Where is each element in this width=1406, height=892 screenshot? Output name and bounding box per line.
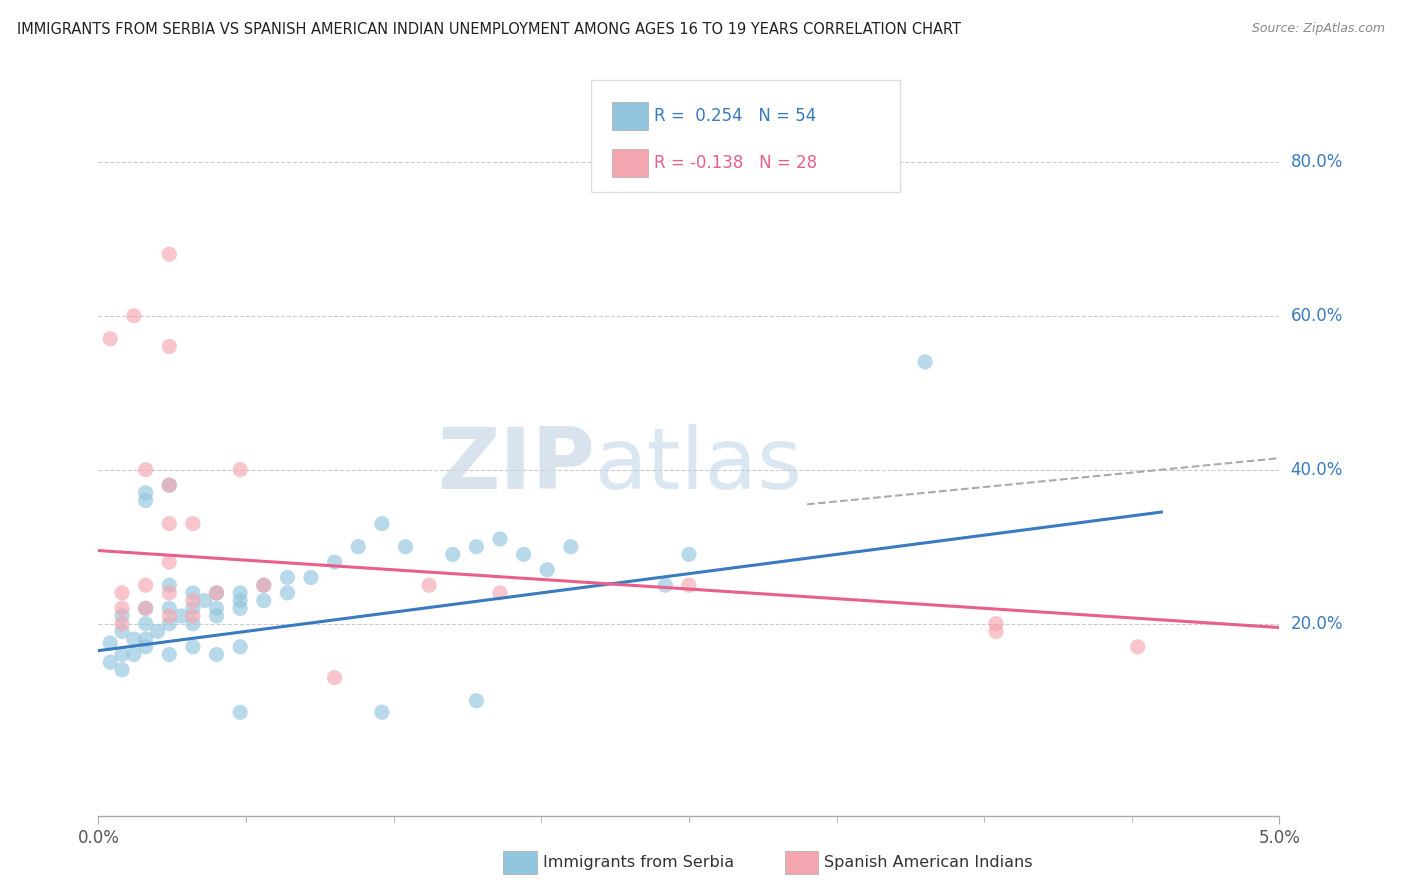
Point [135,493,157,508]
Text: 20.0%: 20.0% [1291,615,1343,632]
Point [181,593,204,607]
Point [135,485,157,500]
Point [371,705,394,719]
Point [253,593,276,607]
Point [98,655,121,669]
Point [194,593,217,607]
Point [157,478,180,492]
Text: Immigrants from Serbia: Immigrants from Serbia [543,855,734,870]
Point [122,632,145,646]
Point [205,601,228,615]
Point [229,463,252,477]
Point [181,609,204,624]
Point [229,593,252,607]
Point [512,548,534,562]
Point [323,671,346,685]
Point [135,616,157,631]
Point [465,540,488,554]
Point [678,578,700,592]
Point [157,609,180,624]
Point [181,516,204,531]
Point [157,578,180,592]
Point [157,478,180,492]
Point [560,540,582,554]
Point [205,586,228,600]
Point [984,624,1007,639]
Point [229,640,252,654]
Point [98,332,121,346]
Point [157,339,180,353]
Point [394,540,416,554]
Point [146,624,169,639]
Point [229,705,252,719]
Point [984,616,1007,631]
Point [465,694,488,708]
Point [441,548,464,562]
Point [135,632,157,646]
Point [111,609,134,624]
Text: ZIP: ZIP [437,424,595,507]
Point [299,570,322,584]
Point [111,663,134,677]
Point [157,555,180,569]
Point [111,616,134,631]
Point [181,640,204,654]
Point [229,601,252,615]
Point [914,355,936,369]
Point [323,555,346,569]
Point [205,609,228,624]
Text: Source: ZipAtlas.com: Source: ZipAtlas.com [1251,22,1385,36]
Point [205,648,228,662]
Point [157,586,180,600]
Point [205,586,228,600]
Point [536,563,558,577]
Point [418,578,440,592]
Point [98,636,121,650]
Point [181,586,204,600]
Point [157,648,180,662]
Point [122,309,145,323]
Point [157,616,180,631]
Point [276,586,298,600]
Text: R =  0.254   N = 54: R = 0.254 N = 54 [654,107,815,125]
Point [157,601,180,615]
Text: R = -0.138   N = 28: R = -0.138 N = 28 [654,154,817,172]
Point [1126,640,1149,654]
Point [111,624,134,639]
Point [135,601,157,615]
Point [347,540,370,554]
Point [181,601,204,615]
Point [111,586,134,600]
Point [111,648,134,662]
Text: atlas: atlas [595,424,803,507]
Point [135,578,157,592]
Point [678,548,700,562]
Point [489,586,512,600]
Point [135,640,157,654]
Text: IMMIGRANTS FROM SERBIA VS SPANISH AMERICAN INDIAN UNEMPLOYMENT AMONG AGES 16 TO : IMMIGRANTS FROM SERBIA VS SPANISH AMERIC… [17,22,960,37]
Text: 60.0%: 60.0% [1291,307,1343,325]
Point [276,570,298,584]
Point [489,532,512,546]
Text: Spanish American Indians: Spanish American Indians [824,855,1032,870]
Point [157,516,180,531]
Point [170,609,193,624]
Point [371,516,394,531]
Point [253,578,276,592]
Point [157,247,180,261]
Point [229,586,252,600]
Text: 80.0%: 80.0% [1291,153,1343,170]
Point [122,648,145,662]
Point [135,601,157,615]
Point [253,578,276,592]
Point [654,578,676,592]
Text: 40.0%: 40.0% [1291,460,1343,479]
Point [135,463,157,477]
Point [111,601,134,615]
Point [181,616,204,631]
